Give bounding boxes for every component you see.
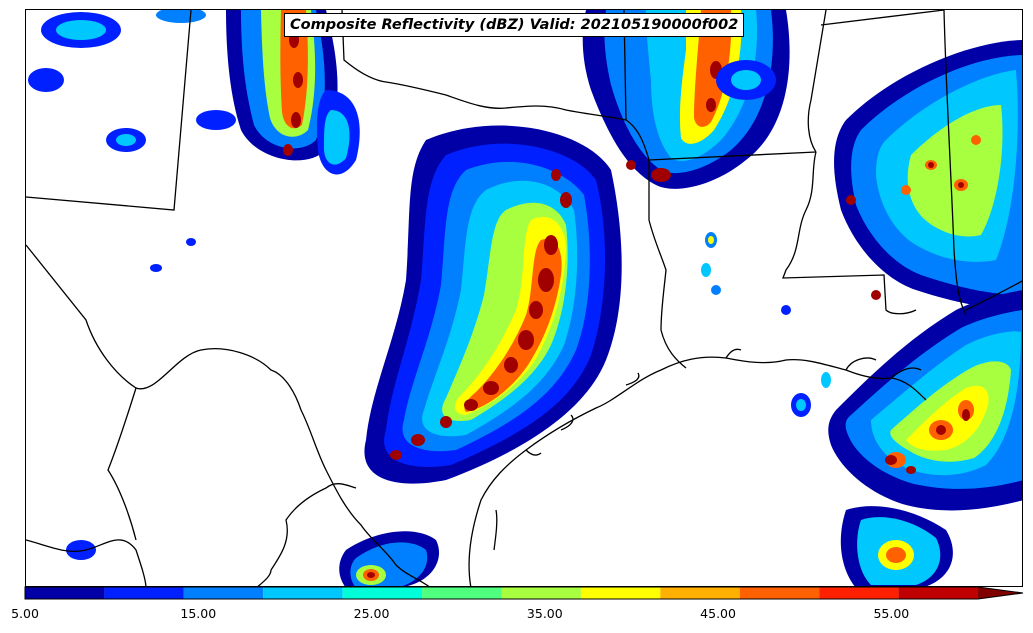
colorbar-segment [660,587,740,599]
scattered-cells [150,232,831,388]
colorbar-segment [819,587,899,599]
colorbar-tick-label: 5.00 [11,606,39,621]
colorbar-tick-label: 25.00 [353,606,390,621]
colorbar-segment [263,587,343,599]
colorbar-segment [739,587,820,599]
colorbar-segment [342,587,423,599]
colorbar-tick-label: 15.00 [180,606,217,621]
colorbar-outline [24,586,1024,600]
colorbar-extend-arrow [978,587,1023,599]
colorbar-segment [104,587,184,599]
southeast-storm-region [791,290,1022,586]
colorbar-segment [25,587,105,599]
south-storm-cluster [66,531,440,586]
colorbar-tick-label: 35.00 [526,606,563,621]
main-squall-line [364,125,622,484]
colorbar-segment [422,587,502,599]
colorbar-segment [501,587,581,599]
northwest-storm-cluster [28,10,360,175]
radar-echoes [28,10,1022,586]
map-canvas [26,10,1022,586]
colorbar-tick-label: 45.00 [700,606,736,621]
colorbar-segment [580,587,661,599]
map-title: Composite Reflectivity (dBZ) Valid: 2021… [290,17,739,33]
coastline [468,348,927,586]
colorbar-segment [898,587,978,599]
north-central-storm-line [582,10,790,189]
colorbar-tick-label: 55.00 [873,606,910,621]
colorbar-segment [183,587,264,599]
map-title-box: Composite Reflectivity (dBZ) Valid: 2021… [284,13,745,37]
east-storm-region [716,40,1022,310]
colorbar [24,586,1024,600]
reflectivity-map [25,9,1023,587]
